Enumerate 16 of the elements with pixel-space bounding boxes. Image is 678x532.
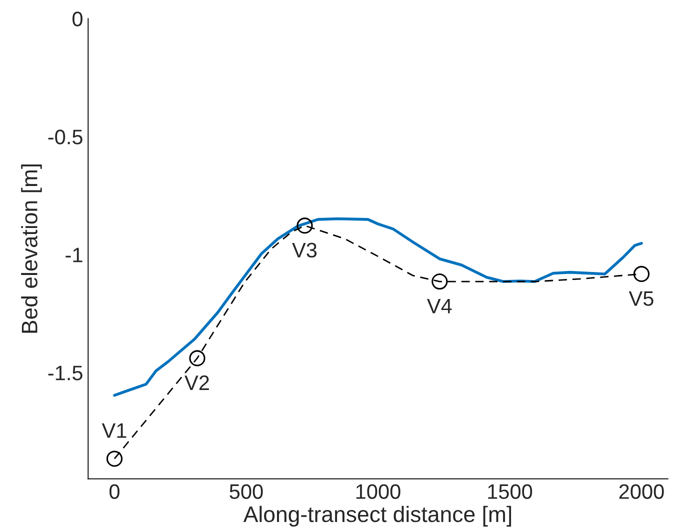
annotation: V1 [102,423,126,438]
x-tick-label: 1500 [488,484,532,499]
x-tick-label: 1000 [356,484,400,499]
x-tick-label: 500 [230,484,263,499]
y-tick-label: 0 [72,12,82,26]
annotation: V3 [292,242,317,258]
x-axis-title: Along-transect distance [m] [243,506,512,527]
y-tick-label: -1 [66,248,82,262]
annotation: V2 [184,375,209,390]
x-tick-label: 0 [110,484,120,499]
x-tick-label: 2000 [619,484,664,499]
y-axis-title: Bed elevation [m] [21,164,42,333]
y-tick-label: -1.5 [48,366,82,380]
y-tick-label: -0.5 [48,130,82,144]
annotation: V5 [628,291,654,306]
annotation: V4 [426,298,452,314]
